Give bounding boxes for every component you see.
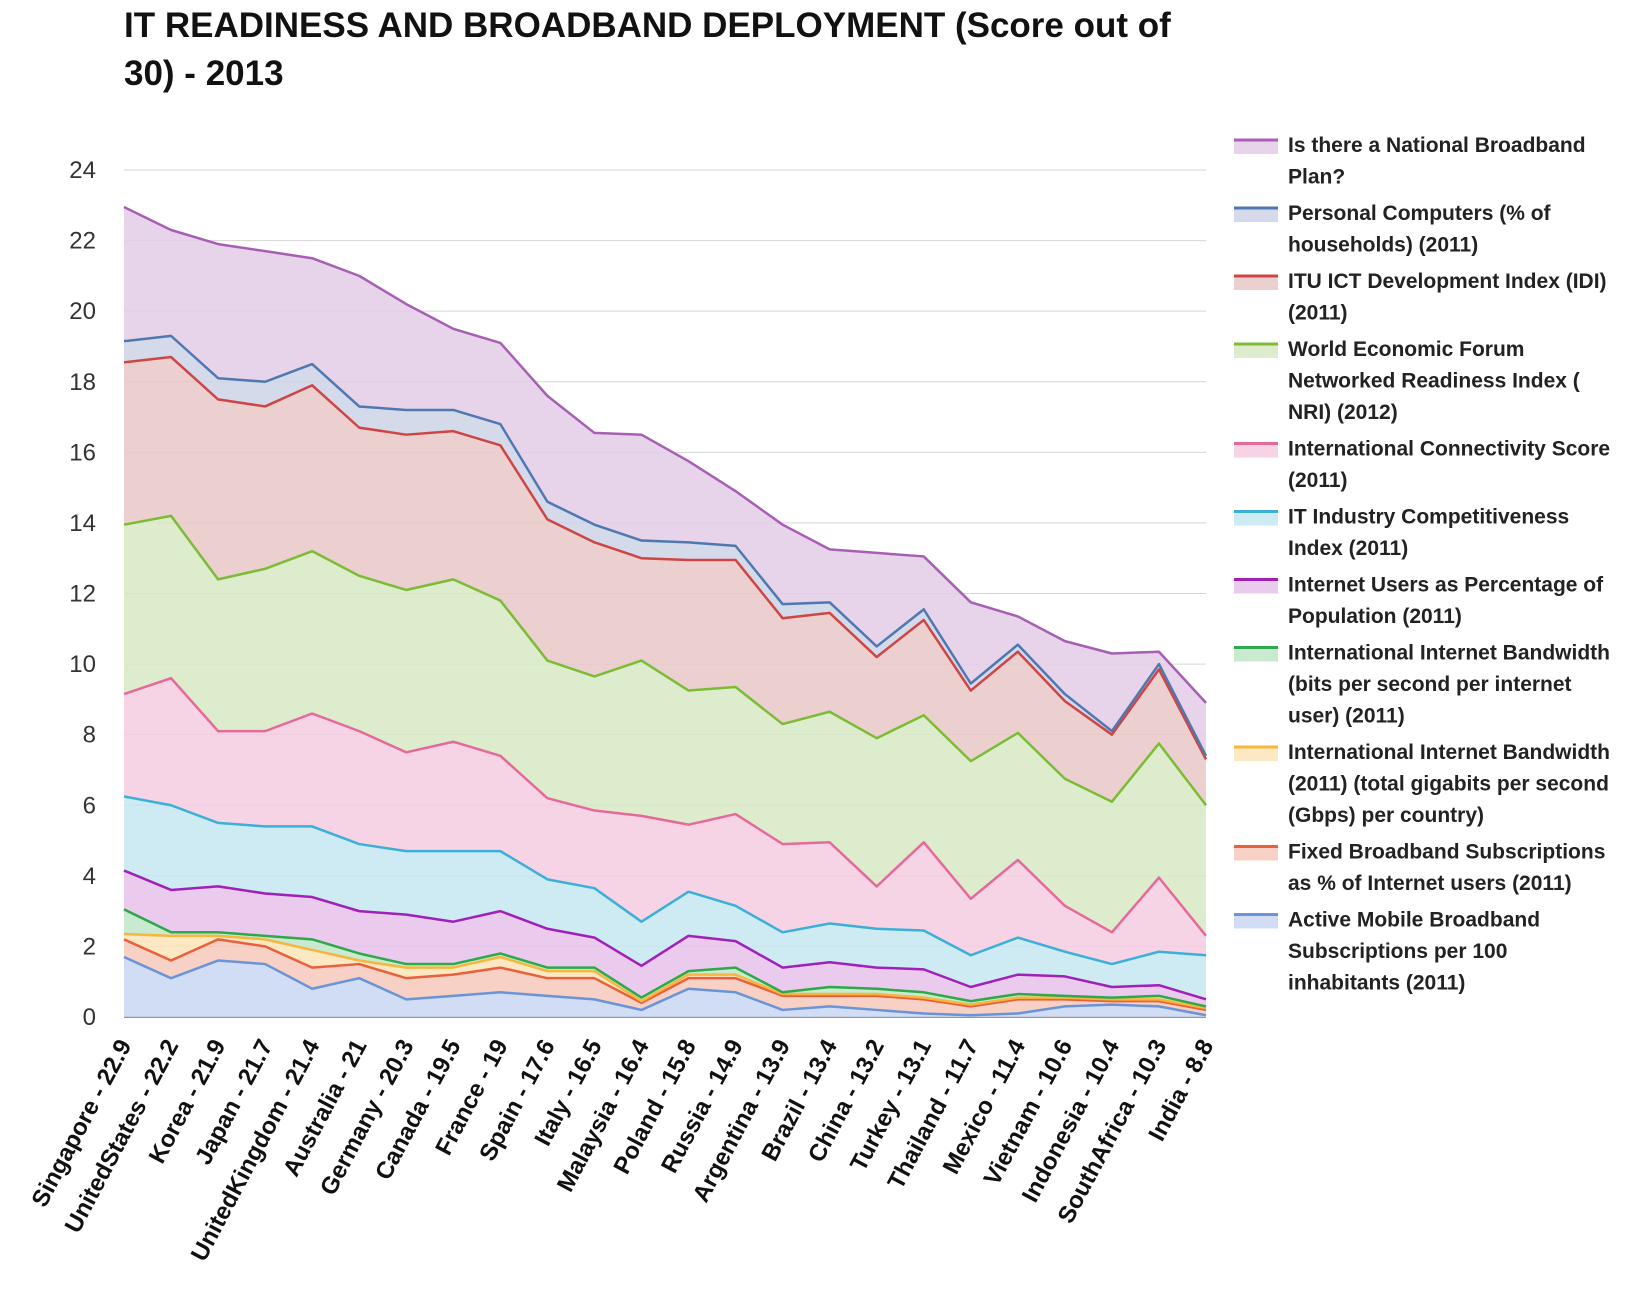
area-series-9 bbox=[124, 335, 1206, 760]
legend: Is there a National Broadband Plan? Person… bbox=[1234, 134, 1610, 995]
legend-swatch bbox=[1234, 914, 1278, 929]
area-series-10 bbox=[124, 207, 1206, 756]
legend-label: International Connectivity Score bbox=[1288, 438, 1610, 461]
y-tick-label: 22 bbox=[69, 228, 96, 255]
chart-title: IT READINESS AND BROADBAND DEPLOYMENT (S… bbox=[124, 6, 1171, 93]
legend-swatch bbox=[1234, 647, 1278, 662]
area-series-5 bbox=[124, 796, 1206, 1000]
legend-swatch bbox=[1234, 579, 1278, 594]
series-lines bbox=[123, 205, 1208, 1017]
legend-label: as % of Internet users (2011) bbox=[1288, 872, 1572, 895]
legend-item: International Internet Bandwidth (bits pe… bbox=[1234, 642, 1610, 728]
legend-swatch bbox=[1234, 846, 1278, 861]
y-tick-label: 2 bbox=[83, 933, 96, 960]
legend-label: ITU ICT Development Index (IDI) bbox=[1288, 270, 1607, 293]
legend-label: Subscriptions per 100 bbox=[1288, 940, 1507, 963]
legend-label: Index (2011) bbox=[1288, 537, 1408, 560]
y-tick-label: 8 bbox=[83, 722, 96, 749]
legend-label: NRI) (2012) bbox=[1288, 401, 1398, 424]
legend-label: Personal Computers (% of bbox=[1288, 202, 1552, 225]
legend-label: Population (2011) bbox=[1288, 605, 1462, 628]
legend-swatch bbox=[1234, 344, 1278, 358]
series-line-8 bbox=[123, 355, 1208, 760]
y-tick-label: 10 bbox=[69, 651, 96, 678]
legend-label: Internet Users as Percentage of bbox=[1288, 574, 1604, 597]
legend-swatch bbox=[1234, 140, 1278, 154]
legend-item: World Economic Forum Networked Readiness … bbox=[1234, 338, 1580, 424]
area-series-0 bbox=[124, 957, 1206, 1017]
legend-swatch bbox=[1234, 511, 1278, 526]
legend-swatch bbox=[1234, 208, 1278, 222]
legend-item: International Connectivity Score (2011) bbox=[1234, 438, 1610, 492]
area-series-7 bbox=[124, 515, 1206, 936]
y-tick-label: 4 bbox=[83, 863, 96, 890]
y-tick-label: 20 bbox=[69, 298, 96, 325]
legend-item: IT Industry Competitiveness Index (2011) bbox=[1234, 506, 1569, 560]
legend-item: ITU ICT Development Index (IDI) (2011) bbox=[1234, 270, 1607, 325]
legend-label: inhabitants (2011) bbox=[1288, 972, 1465, 995]
legend-item: Fixed Broadband Subscriptions as % of Int… bbox=[1234, 841, 1605, 895]
legend-label: IT Industry Competitiveness bbox=[1288, 506, 1569, 529]
legend-label: Networked Readiness Index ( bbox=[1288, 370, 1580, 393]
legend-swatch bbox=[1234, 747, 1278, 761]
series-line-4 bbox=[123, 869, 1207, 1001]
legend-label: World Economic Forum bbox=[1288, 338, 1524, 361]
area-series-1 bbox=[124, 939, 1206, 1016]
y-tick-label: 16 bbox=[69, 439, 96, 466]
y-tick-label: 0 bbox=[83, 1004, 96, 1031]
legend-label: (Gbps) per country) bbox=[1288, 804, 1484, 827]
legend-item: Is there a National Broadband Plan? bbox=[1234, 134, 1586, 189]
series-line-1 bbox=[123, 938, 1207, 1012]
legend-label: (bits per second per internet bbox=[1288, 673, 1572, 696]
legend-label: (2011) bbox=[1288, 469, 1348, 492]
legend-item: Personal Computers (% of households) (201… bbox=[1234, 202, 1552, 257]
legend-label: households) (2011) bbox=[1288, 234, 1478, 257]
y-tick-label: 12 bbox=[69, 581, 96, 608]
series-line-10 bbox=[123, 205, 1207, 704]
legend-label: (2011) bbox=[1288, 302, 1348, 325]
area-series-8 bbox=[124, 357, 1206, 806]
y-tick-label: 24 bbox=[69, 157, 96, 184]
series-line-5 bbox=[123, 795, 1207, 966]
legend-label: Active Mobile Broadband bbox=[1288, 909, 1540, 932]
y-tick-label: 6 bbox=[83, 792, 96, 819]
series-line-6 bbox=[123, 676, 1207, 937]
y-tick-label: 18 bbox=[69, 369, 96, 396]
series-line-9 bbox=[123, 334, 1208, 757]
legend-label: Plan? bbox=[1288, 166, 1345, 189]
legend-label: (2011) (total gigabits per second bbox=[1288, 773, 1609, 796]
legend-label: Is there a National Broadband bbox=[1288, 134, 1586, 157]
series-line-3 bbox=[123, 908, 1207, 1008]
series-line-7 bbox=[123, 514, 1207, 807]
legend-swatch bbox=[1234, 443, 1278, 458]
area-series-4 bbox=[124, 870, 1206, 1007]
legend-label: user) (2011) bbox=[1288, 705, 1405, 728]
y-tick-label: 14 bbox=[69, 510, 96, 537]
legend-label: International Internet Bandwidth bbox=[1288, 642, 1610, 665]
legend-swatch bbox=[1234, 276, 1278, 290]
legend-label: International Internet Bandwidth bbox=[1288, 741, 1610, 764]
legend-item: International Internet Bandwidth (2011) (… bbox=[1234, 741, 1610, 827]
series-line-2 bbox=[123, 932, 1207, 1010]
legend-label: Fixed Broadband Subscriptions bbox=[1288, 841, 1605, 864]
legend-item: Internet Users as Percentage of Populatio… bbox=[1234, 574, 1604, 628]
legend-item: Active Mobile Broadband Subscriptions per… bbox=[1234, 909, 1540, 995]
series-line-0 bbox=[123, 955, 1207, 1017]
